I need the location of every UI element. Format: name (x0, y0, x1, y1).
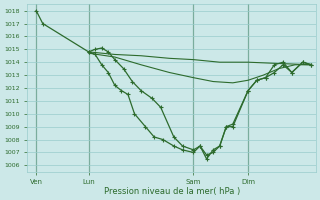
X-axis label: Pression niveau de la mer( hPa ): Pression niveau de la mer( hPa ) (103, 187, 240, 196)
